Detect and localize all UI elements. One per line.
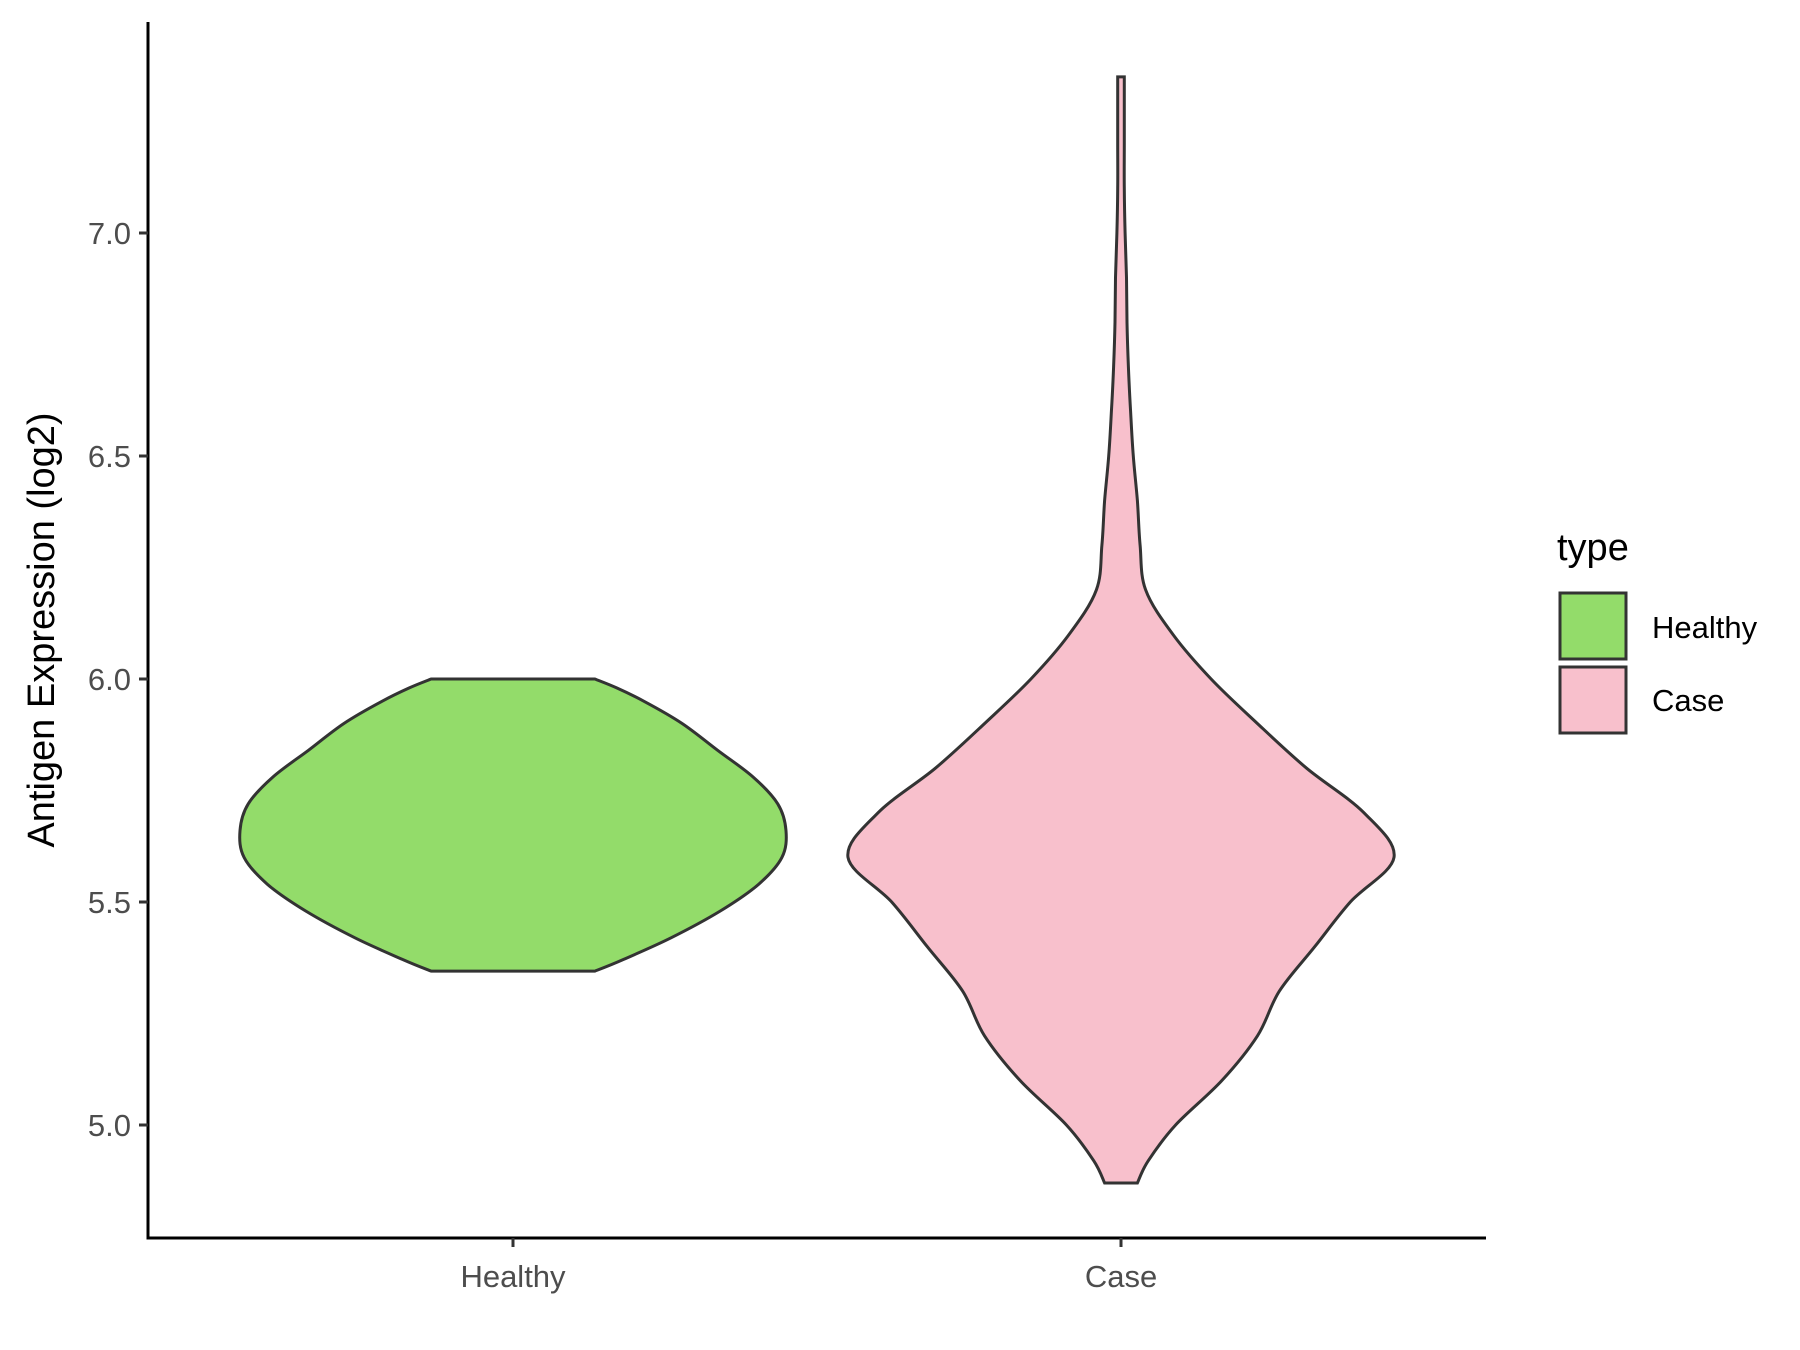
legend-key-case [1558,665,1628,735]
y-axis-ticks: 5.0 5.5 6.0 6.5 7.0 [88,216,148,1143]
x-tick-label-healthy: Healthy [460,1259,566,1294]
violin-healthy [238,677,788,973]
y-tick-label: 7.0 [88,216,131,251]
violin-case [846,75,1396,1185]
legend-label-healthy: Healthy [1652,610,1758,645]
legend-label-case: Case [1652,683,1724,718]
y-axis-title: Antigen Expression (log2) [21,412,63,847]
legend-title: type [1557,527,1629,569]
x-tick-label-case: Case [1085,1259,1157,1294]
x-axis-ticks: Healthy Case [460,1238,1157,1294]
y-tick-label: 6.5 [88,439,131,474]
legend: type Healthy Case [1557,527,1758,735]
legend-key-healthy [1558,591,1628,661]
y-tick-label: 5.5 [88,885,131,920]
y-tick-label: 5.0 [88,1108,131,1143]
y-tick-label: 6.0 [88,662,131,697]
violin-layer [238,75,1396,1185]
